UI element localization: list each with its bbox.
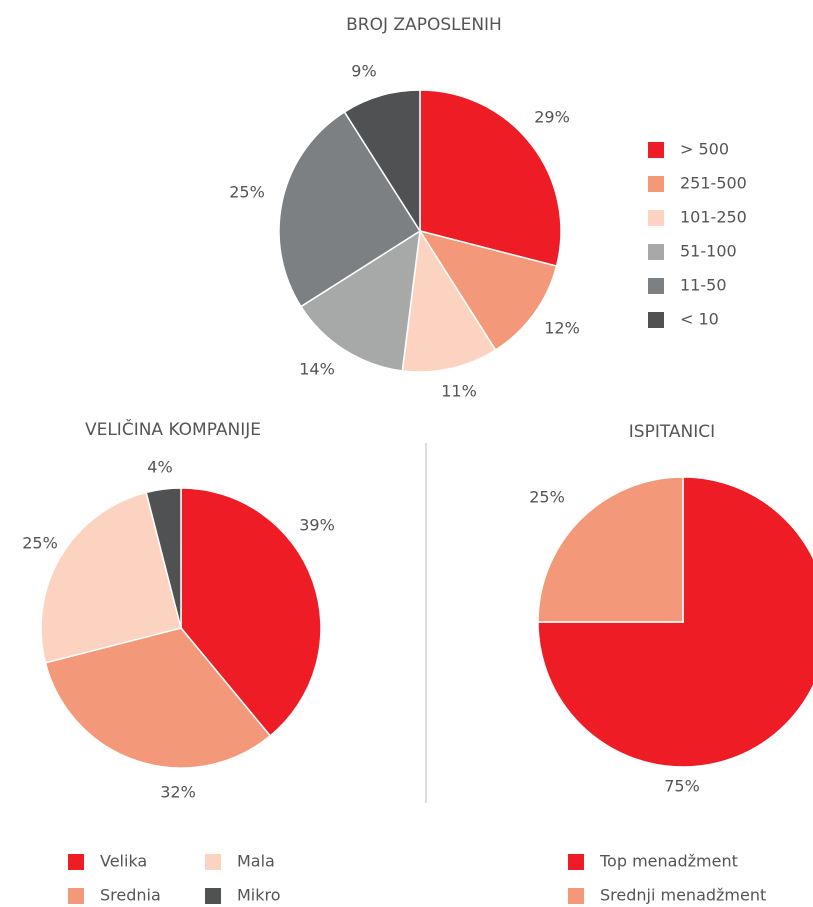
data-label: 9% <box>351 62 376 81</box>
legend-label: 101-250 <box>680 208 747 227</box>
legend-label: < 10 <box>680 310 719 329</box>
legend-swatch <box>68 854 84 870</box>
legend-label: Velika <box>100 852 147 871</box>
legend-swatch <box>648 244 664 260</box>
pie-slice <box>418 229 558 352</box>
data-label: 4% <box>147 458 172 477</box>
legend-swatch <box>648 176 664 192</box>
chart-title: VELIČINA KOMPANIJE <box>85 418 261 440</box>
data-label: 75% <box>664 777 700 796</box>
pie-slice <box>537 476 684 623</box>
pie-slice <box>40 491 182 664</box>
data-label: 25% <box>529 488 565 507</box>
legend-swatch <box>648 210 664 226</box>
pie-slice <box>343 89 421 234</box>
chart-title: ISPITANICI <box>629 422 715 442</box>
pie-slice <box>401 228 497 373</box>
legend-swatch <box>568 854 584 870</box>
legend-swatch <box>205 854 221 870</box>
legend-swatch <box>568 888 584 904</box>
chart-title: BROJ ZAPOSLENIH <box>346 15 502 35</box>
legend-label: 51-100 <box>680 242 737 261</box>
legend-label: Mala <box>237 852 275 871</box>
legend-label: Mikro <box>237 886 281 905</box>
pie-slice <box>278 110 422 308</box>
legend-label: 251-500 <box>680 174 747 193</box>
data-label: 32% <box>160 783 196 802</box>
legend-swatch <box>648 278 664 294</box>
legend-label: 11-50 <box>680 276 727 295</box>
data-label: 25% <box>22 534 58 553</box>
legend-label: Srednji menadžment <box>600 886 766 905</box>
legend-label: > 500 <box>680 140 729 159</box>
pie-slice <box>180 487 322 737</box>
data-label: 25% <box>229 183 265 202</box>
data-label: 12% <box>544 319 580 338</box>
legend-swatch <box>68 888 84 904</box>
pie-slice <box>419 89 562 267</box>
legend-label: Srednia <box>100 886 161 905</box>
data-label: 11% <box>441 382 477 401</box>
legend-swatch <box>648 312 664 328</box>
pie-slice <box>145 487 182 629</box>
legend-swatch <box>648 142 664 158</box>
pie-slice <box>44 627 272 769</box>
data-label: 29% <box>534 108 570 127</box>
data-label: 39% <box>299 516 335 535</box>
data-label: 14% <box>299 360 335 379</box>
pie-slice <box>299 229 421 372</box>
legend-label: Top menadžment <box>599 852 738 871</box>
legend-swatch <box>205 888 221 904</box>
